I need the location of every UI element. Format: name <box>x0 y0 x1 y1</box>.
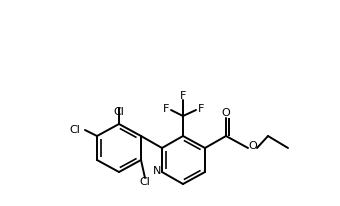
Text: N: N <box>153 166 161 176</box>
Text: O: O <box>222 108 231 118</box>
Text: Cl: Cl <box>114 107 124 117</box>
Text: Cl: Cl <box>139 177 150 187</box>
Text: Cl: Cl <box>70 125 81 135</box>
Text: O: O <box>249 141 257 151</box>
Text: F: F <box>180 91 186 101</box>
Text: F: F <box>198 104 204 114</box>
Text: F: F <box>163 104 169 114</box>
